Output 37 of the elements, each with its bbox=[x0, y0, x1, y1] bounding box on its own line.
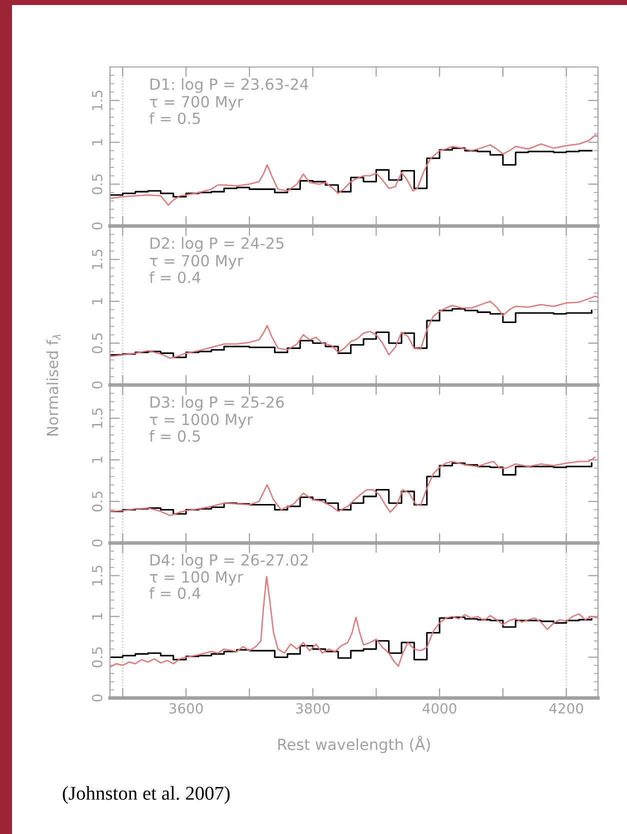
line-series bbox=[110, 134, 598, 206]
text: (Johnston et al. 2007) bbox=[62, 786, 230, 804]
y-tick-label: 0.5 bbox=[92, 174, 102, 194]
annotation: τ = 700 Myr bbox=[150, 96, 244, 110]
y-tick-label: 1.5 bbox=[92, 566, 102, 586]
y-tick-label: 1 bbox=[92, 298, 102, 304]
y-tick-label: 1 bbox=[92, 613, 102, 620]
annotation: τ = 1000 Myr bbox=[150, 414, 253, 428]
y-tick-label: 1 bbox=[92, 139, 102, 146]
x-tick-label: 4000 bbox=[422, 703, 456, 714]
line-series bbox=[110, 296, 598, 359]
text: D2: log P = 24-25 bbox=[150, 237, 284, 252]
annotation: f = 0.5 bbox=[149, 430, 200, 442]
x-tick-label: 3800 bbox=[296, 703, 330, 714]
annotation: τ = 700 Myr bbox=[150, 254, 244, 270]
y-tick-label: 0 bbox=[92, 694, 102, 702]
y-axis-title: Normalised f$_{λ}$ bbox=[46, 334, 61, 436]
y-tick-label: 0.5 bbox=[92, 333, 102, 354]
annotation: f = 0.4 bbox=[149, 587, 200, 599]
y-tick-label: 0.5 bbox=[92, 492, 102, 512]
y-tick-label: 0 bbox=[92, 540, 102, 547]
y-tick-label: 1.5 bbox=[92, 408, 102, 428]
annotation: τ = 100 Myr bbox=[150, 571, 244, 586]
x-tick-label: 4200 bbox=[549, 703, 584, 714]
x-tick-label: 3600 bbox=[169, 703, 203, 714]
y-tick-label: 1.5 bbox=[92, 250, 102, 269]
x-axis-title: Rest wavelength (Å) bbox=[278, 736, 430, 754]
annotation: f = 0.4 bbox=[149, 271, 200, 284]
y-tick-label: 1 bbox=[92, 456, 102, 463]
y-tick-label: 0 bbox=[92, 222, 102, 230]
annotation: f = 0.5 bbox=[149, 112, 200, 124]
y-tick-label: 1.5 bbox=[92, 90, 102, 110]
y-tick-label: 0.5 bbox=[92, 647, 102, 668]
text: D3: log P = 25-26 bbox=[150, 396, 284, 411]
text: D1: log P = 23.63-24 bbox=[150, 78, 308, 93]
y-tick-label: 0 bbox=[92, 382, 102, 389]
text: D4: log P = 26-27.02 bbox=[150, 554, 308, 569]
